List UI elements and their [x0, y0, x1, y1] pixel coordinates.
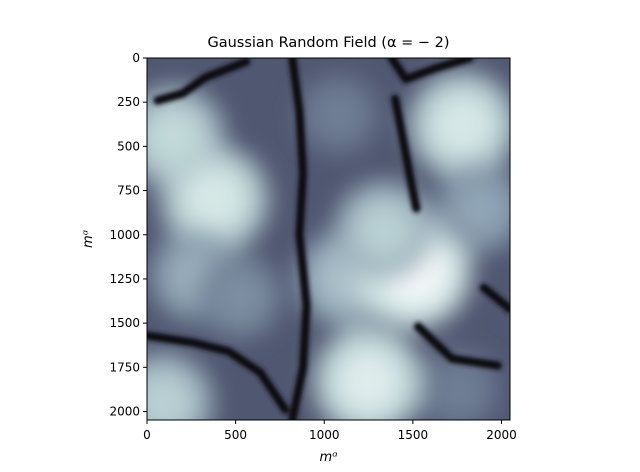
y-tick-label: 1250: [109, 272, 140, 286]
x-tick-label: 1500: [398, 428, 429, 442]
plot-frame: [146, 57, 511, 421]
bright-regions: [147, 71, 510, 420]
bright-region-core: [147, 374, 192, 420]
y-tick-label: 0: [132, 51, 140, 65]
y-axis: 0 250 500 750 1000 1250 1500 1750 2000: [109, 51, 147, 419]
bright-region-core: [454, 182, 506, 234]
y-tick-label: 1500: [109, 316, 140, 330]
dark-channel: [416, 324, 500, 368]
bright-region-core: [435, 367, 483, 414]
bright-region-core: [183, 168, 245, 230]
y-tick-label: 2000: [109, 405, 140, 419]
y-tick-label: 250: [117, 95, 140, 109]
dark-channel: [481, 285, 510, 311]
dark-channel: [147, 333, 288, 412]
dark-channel: [290, 58, 309, 420]
y-axis-label: mᵅ: [81, 230, 96, 248]
y-tick-label: 1000: [109, 228, 140, 242]
y-tick-label: 500: [117, 139, 140, 153]
bright-region-core: [214, 272, 264, 321]
heatmap-image: [147, 58, 510, 420]
dark-channel: [393, 96, 419, 211]
dark-channel: [389, 58, 472, 82]
x-tick-label: 1000: [309, 428, 340, 442]
x-tick-label: 2000: [486, 428, 517, 442]
dark-channel: [155, 59, 249, 103]
chart-title: Gaussian Random Field (α = − 2): [207, 35, 449, 51]
bright-region-core: [356, 202, 413, 260]
dark-channels: [147, 58, 510, 420]
x-axis-label: mᵅ: [320, 450, 338, 465]
x-tick-label: 500: [224, 428, 247, 442]
x-tick-label: 0: [143, 428, 151, 442]
x-axis: 0 500 1000 1500 2000: [143, 420, 517, 442]
bright-region-core: [315, 91, 362, 138]
bright-region-core: [337, 350, 400, 413]
bright-region-core: [432, 94, 493, 156]
y-tick-label: 750: [117, 184, 140, 198]
y-tick-label: 1750: [109, 360, 140, 374]
bright-region-core: [147, 108, 203, 167]
